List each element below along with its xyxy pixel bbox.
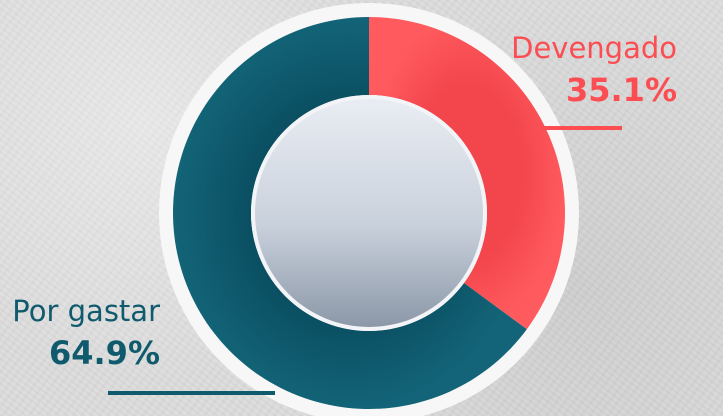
slice-value-devengado: 35.1% — [566, 71, 677, 109]
donut-hole — [255, 99, 483, 327]
slice-value-por-gastar: 64.9% — [49, 334, 160, 372]
donut-slices — [173, 17, 565, 409]
slice-label-devengado: Devengado — [511, 31, 677, 65]
donut-slice-por-gastar — [173, 17, 527, 409]
donut-slice-devengado — [369, 17, 565, 330]
slice-label-por-gastar: Por gastar — [12, 294, 160, 328]
